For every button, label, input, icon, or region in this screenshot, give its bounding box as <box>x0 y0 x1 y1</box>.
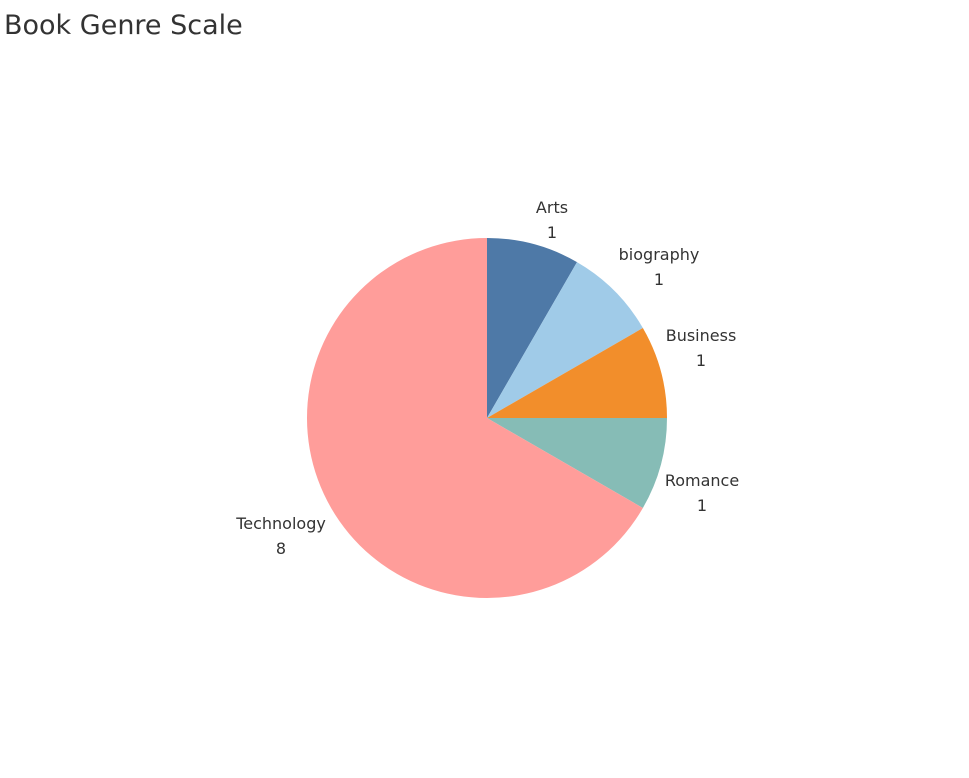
slice-label-value-romance: 1 <box>697 496 707 515</box>
pie-slice-romance[interactable] <box>487 418 667 508</box>
slice-label-name-biography: biography <box>619 245 700 264</box>
pie-labels: Arts 1 biography 1 Business 1 Romance 1 Technolo… <box>235 198 739 558</box>
chart-title: Book Genre Scale <box>4 10 243 41</box>
slice-label-value-arts: 1 <box>547 223 557 242</box>
pie-slice-biography[interactable] <box>487 262 643 418</box>
pie-slice-technology[interactable] <box>306 238 643 598</box>
slice-label-value-business: 1 <box>696 351 706 370</box>
slice-label-value-biography: 1 <box>654 270 664 289</box>
slice-label-name-romance: Romance <box>665 471 739 490</box>
slice-label-value-technology: 8 <box>276 539 286 558</box>
slice-label-name-technology: Technology <box>235 514 326 533</box>
slice-label-name-business: Business <box>666 326 737 345</box>
slice-label-name-arts: Arts <box>536 198 568 217</box>
pie-slice-arts[interactable] <box>487 238 577 418</box>
pie-slices <box>306 238 667 598</box>
pie-slice-business[interactable] <box>487 328 667 418</box>
